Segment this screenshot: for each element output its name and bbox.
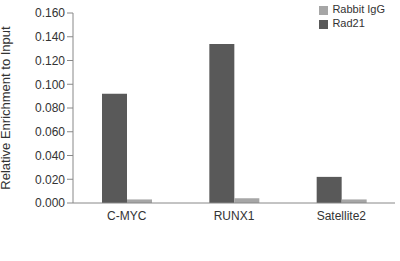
svg-text:RUNX1: RUNX1 [214,209,255,223]
svg-text:0.080: 0.080 [35,101,65,115]
svg-text:0.100: 0.100 [35,78,65,92]
html-text:Rad21: Rad21 [332,17,365,29]
svg-text:0.060: 0.060 [35,125,65,139]
svg-text:0.000: 0.000 [35,196,65,210]
html-text:Rabbit IgG: Rabbit IgG [332,3,385,15]
svg-text:0.160: 0.160 [35,6,65,20]
svg-text:0.140: 0.140 [35,30,65,44]
svg-text:0.120: 0.120 [35,54,65,68]
svg-text:0.040: 0.040 [35,149,65,163]
svg-text:Satellite2: Satellite2 [317,209,367,223]
svg-text:0.020: 0.020 [35,173,65,187]
svg-text:Relative Enrichment to Input: Relative Enrichment to Input [8,26,13,190]
svg-text:C-MYC: C-MYC [107,209,147,223]
